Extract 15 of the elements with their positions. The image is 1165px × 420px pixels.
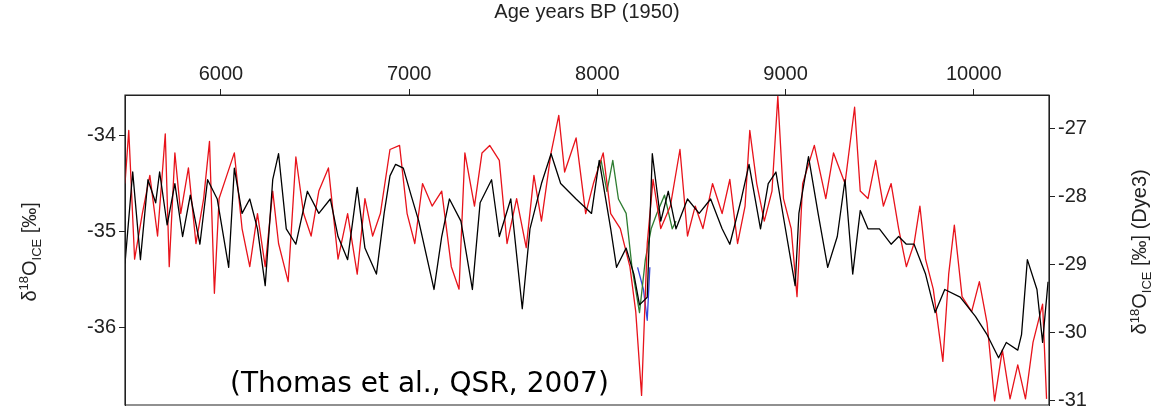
x-tick-label: 10000	[945, 61, 1002, 84]
x-tick-label: 6000	[198, 61, 244, 84]
x-axis-title: Age years BP (1950)	[494, 0, 680, 22]
y2-tick-label: -29	[1058, 252, 1087, 275]
y-tick-label: -34	[87, 122, 116, 145]
x-tick-label: 9000	[763, 61, 808, 84]
y2-tick-label: -27	[1058, 115, 1087, 138]
x-tick-label: 8000	[575, 61, 620, 84]
y2-tick-label: -31	[1058, 388, 1087, 411]
y-tick-label: -35	[87, 219, 116, 242]
y-tick-label: -36	[87, 315, 116, 338]
x-tick-label: 7000	[386, 61, 432, 84]
y2-tick-label: -30	[1058, 320, 1087, 343]
annotation: (Thomas et al., QSR, 2007)	[230, 366, 609, 400]
y2-tick-label: -28	[1058, 184, 1087, 207]
